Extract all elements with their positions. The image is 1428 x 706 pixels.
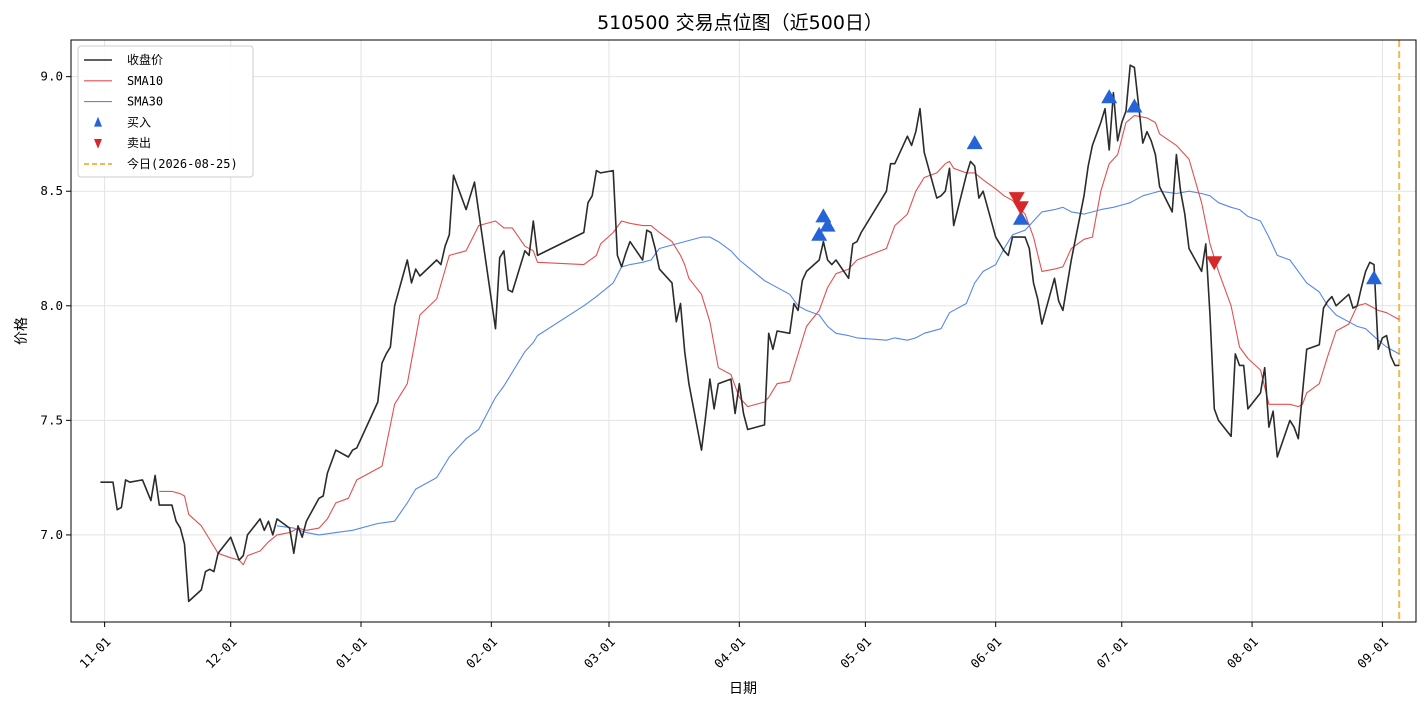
x-tick-label: 11-01 [76,634,113,671]
legend-swatch-buy [94,116,102,127]
y-tick-label: 8.5 [40,183,63,198]
buy-marker [1101,89,1118,104]
sell-marker [1206,256,1223,271]
chart-title: 510500 交易点位图（近500日） [597,12,883,34]
buy-marker [811,226,828,241]
legend-label-today: 今日(2026-08-25) [127,156,238,171]
y-tick-label: 7.5 [40,412,63,427]
y-tick-label: 9.0 [40,69,63,84]
plot-frame [70,39,1417,623]
legend-box [77,45,254,178]
x-tick-label: 07-01 [1094,634,1131,671]
series-line-close [100,64,1400,603]
series-line-sma10 [159,115,1400,566]
sell-marker [1008,192,1025,207]
legend-swatch-sell [94,139,102,149]
x-axis-label: 日期 [729,681,757,697]
legend-item-sma30: SMA30 [84,95,163,109]
legend-label-close: 收盘价 [127,52,163,67]
legend-label-sma30: SMA30 [127,95,163,109]
legend-item-sma10: SMA10 [84,74,163,88]
x-tick-label: 09-01 [1354,634,1391,671]
x-tick-label: 08-01 [1224,634,1261,671]
series-line-sma30 [276,190,1400,536]
x-tick-label: 06-01 [967,634,1004,671]
legend-label-sell: 卖出 [127,136,151,150]
x-tick-label: 01-01 [333,634,370,671]
y-tick-label: 8.0 [40,298,63,313]
x-tick-label: 04-01 [711,634,748,671]
legend-item-sell: 卖出 [94,136,151,150]
sell-marker [1012,201,1029,216]
legend-item-buy: 买入 [94,115,151,129]
x-axis-ticks: 11-01 12-01 01-01 02-01 03-01 04-01 05-01 06-01… [76,622,1391,671]
buy-marker [1365,270,1382,285]
legend-label-sma10: SMA10 [127,74,163,88]
grid-lines [71,40,1416,622]
x-tick-label: 03-01 [581,634,618,671]
y-tick-label: 7.0 [40,527,63,542]
buy-marker [1012,210,1029,225]
y-axis-label: 价格 [14,317,30,345]
series-layer [100,64,1400,603]
buy-marker [966,135,983,150]
buy-marker [819,217,836,232]
x-tick-label: 05-01 [837,634,874,671]
x-tick-label: 12-01 [202,634,239,671]
legend-item-close: 收盘价 [84,52,163,67]
buy-marker [1126,98,1143,113]
trade-markers [811,89,1382,285]
x-tick-label: 02-01 [463,634,500,671]
legend-item-today: 今日(2026-08-25) [84,156,238,171]
y-axis-ticks: 7.0 7.5 8.0 8.5 9.0 [40,69,71,542]
legend-label-buy: 买入 [127,115,151,129]
